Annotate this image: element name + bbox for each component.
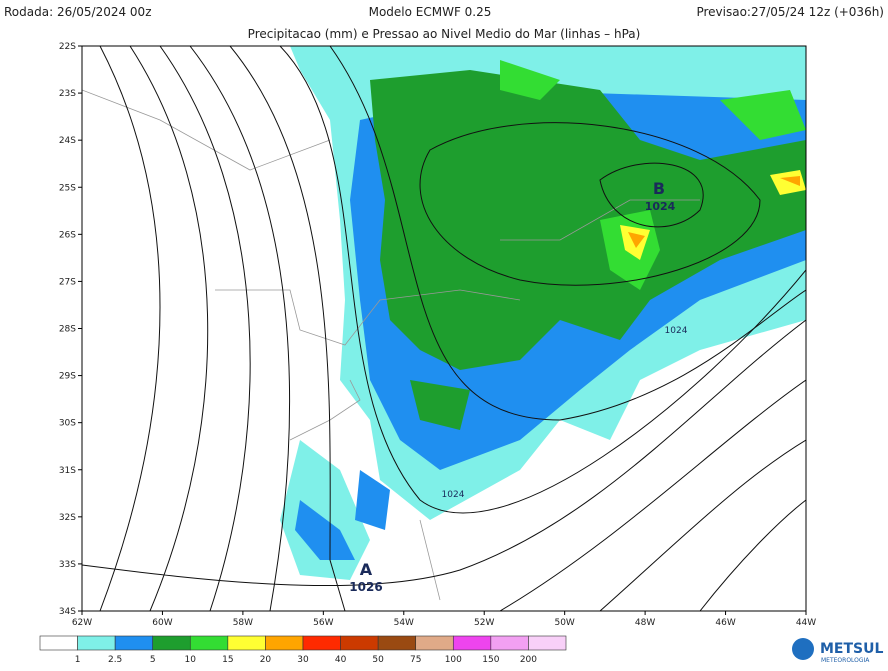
legend-label: 150 bbox=[482, 655, 499, 665]
legend-swatch bbox=[340, 635, 379, 651]
legend-swatch bbox=[452, 635, 492, 651]
legend-swatch bbox=[189, 635, 229, 651]
legend-label: 1 bbox=[75, 655, 81, 665]
lon-label: 62W bbox=[72, 618, 92, 628]
lon-label: 48W bbox=[635, 618, 655, 628]
legend-label: 100 bbox=[445, 655, 462, 665]
lat-label: 28S bbox=[59, 325, 76, 335]
legend-swatch bbox=[265, 635, 304, 651]
lat-label: 24S bbox=[59, 136, 76, 146]
legend-swatch bbox=[490, 635, 529, 651]
lat-label: 29S bbox=[59, 372, 76, 382]
lat-label: 27S bbox=[59, 277, 76, 287]
pressure-label: 1024 bbox=[442, 490, 465, 500]
lat-label: 32S bbox=[59, 513, 76, 523]
legend-swatch bbox=[302, 635, 341, 651]
lat-label: 30S bbox=[59, 419, 76, 429]
lat-label: 25S bbox=[59, 183, 76, 193]
legend-swatch bbox=[377, 635, 417, 651]
pressure-label: 1026 bbox=[349, 580, 382, 594]
legend-swatch bbox=[152, 635, 191, 651]
legend-swatch bbox=[114, 635, 154, 651]
legend-label: 75 bbox=[410, 655, 421, 665]
lat-label: 22S bbox=[59, 42, 76, 52]
legend-label: 200 bbox=[520, 655, 537, 665]
pressure-label: B bbox=[653, 179, 665, 198]
legend-label: 40 bbox=[335, 655, 347, 665]
pressure-label: 1024 bbox=[665, 326, 688, 336]
legend-label: 50 bbox=[372, 655, 384, 665]
lon-label: 54W bbox=[394, 618, 414, 628]
lon-label: 58W bbox=[233, 618, 253, 628]
lon-label: 56W bbox=[313, 618, 333, 628]
lat-label: 31S bbox=[59, 466, 76, 476]
logo-tagline: METEOROLOGIA bbox=[821, 657, 870, 664]
lon-label: 44W bbox=[796, 618, 816, 628]
lat-label: 34S bbox=[59, 607, 76, 617]
legend-label: 10 bbox=[185, 655, 197, 665]
lon-label: 60W bbox=[152, 618, 172, 628]
legend-label: 30 bbox=[297, 655, 309, 665]
logo-name: METSUL bbox=[820, 641, 883, 657]
subtitle: Precipitacao (mm) e Pressao ao Nivel Med… bbox=[248, 27, 641, 41]
lon-label: 52W bbox=[474, 618, 494, 628]
lat-label: 23S bbox=[59, 89, 76, 99]
legend-label: 5 bbox=[150, 655, 156, 665]
pressure-label: A bbox=[360, 560, 373, 579]
legend-label: 20 bbox=[260, 655, 272, 665]
legend-label: 2.5 bbox=[108, 655, 122, 665]
lon-label: 46W bbox=[715, 618, 735, 628]
map-area bbox=[82, 46, 806, 611]
forecast-time: Previsao:27/05/24 12z (+036h) bbox=[696, 5, 884, 19]
run-time: Rodada: 26/05/2024 00z bbox=[4, 5, 152, 19]
legend-swatch bbox=[227, 635, 266, 651]
legend-swatch bbox=[77, 635, 116, 651]
legend-swatch bbox=[39, 635, 78, 651]
lat-label: 26S bbox=[59, 230, 76, 240]
legend-swatch bbox=[528, 635, 567, 651]
lat-label: 33S bbox=[59, 560, 76, 570]
pressure-label: 1024 bbox=[645, 200, 676, 213]
legend-swatch bbox=[415, 635, 454, 651]
lon-label: 50W bbox=[554, 618, 574, 628]
legend-label: 15 bbox=[222, 655, 233, 665]
logo-globe bbox=[792, 638, 814, 660]
model: Modelo ECMWF 0.25 bbox=[369, 5, 492, 19]
